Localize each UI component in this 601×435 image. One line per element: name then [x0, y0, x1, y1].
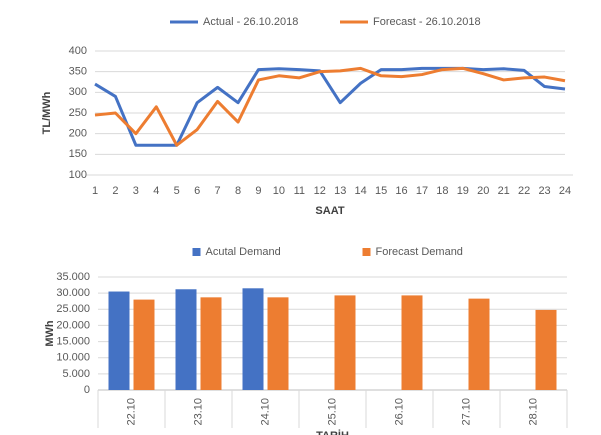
- x-tick-label: 24: [559, 185, 571, 197]
- x-tick-label: 23: [538, 185, 550, 197]
- y-tick-label: 250: [69, 107, 87, 119]
- bar: [535, 309, 557, 390]
- x-tick-label: 19: [457, 185, 469, 197]
- y-tick-label: 35.000: [56, 271, 90, 283]
- x-tick-label: 17: [416, 185, 428, 197]
- x-tick-label: 24.10: [259, 398, 271, 426]
- y-tick-label: 15.000: [56, 335, 90, 347]
- bar: [200, 297, 222, 390]
- x-tick-label: 9: [255, 185, 261, 197]
- x-tick-label: 11: [294, 185, 305, 197]
- x-tick-label: 7: [215, 185, 221, 197]
- x-tick-label: 15: [375, 185, 387, 197]
- legend-label: Forecast - 26.10.2018: [373, 16, 481, 28]
- x-tick-label: 4: [153, 185, 159, 197]
- y-axis-label: TL/MWh: [41, 91, 53, 134]
- x-tick-label: 8: [235, 185, 241, 197]
- bar: [133, 299, 155, 390]
- y-tick-label: 25.000: [56, 303, 90, 315]
- bar: [334, 295, 356, 390]
- line-series: [94, 66, 566, 147]
- y-tick-label: 350: [69, 66, 87, 78]
- x-tick-label: 14: [355, 185, 367, 197]
- x-tick-label: 2: [112, 185, 118, 197]
- bar: [401, 295, 423, 390]
- y-tick-label: 100: [69, 169, 87, 181]
- x-tick-label: 13: [334, 185, 346, 197]
- y-tick-label: 150: [69, 148, 87, 160]
- x-tick-label: 3: [133, 185, 139, 197]
- x-tick-label: 21: [498, 185, 510, 197]
- x-tick-label: 10: [273, 185, 285, 197]
- legend-label: Forecast Demand: [376, 246, 463, 258]
- x-tick-label: 23.10: [192, 398, 204, 426]
- legend-label: Actual - 26.10.2018: [203, 16, 298, 28]
- legend-label: Acutal Demand: [206, 246, 281, 258]
- y-tick-label: 10.000: [56, 352, 90, 364]
- y-tick-label: 0: [84, 384, 90, 396]
- bar: [175, 289, 197, 390]
- x-tick-label: 26.10: [393, 398, 405, 426]
- y-tick-label: 300: [69, 86, 87, 98]
- x-tick-label: 25.10: [326, 398, 338, 426]
- x-tick-label: 16: [395, 185, 407, 197]
- x-tick-label: 12: [314, 185, 326, 197]
- x-tick-label: 5: [174, 185, 180, 197]
- x-tick-label: 27.10: [460, 398, 472, 426]
- y-tick-label: 5.000: [62, 368, 90, 380]
- x-tick-label: 22: [518, 185, 530, 197]
- x-tick-label: 1: [92, 185, 98, 197]
- y-tick-label: 200: [69, 128, 87, 140]
- y-tick-label: 30.000: [56, 287, 90, 299]
- x-tick-label: 20: [477, 185, 489, 197]
- y-axis-label: MWh: [44, 320, 56, 347]
- line-series: [94, 66, 566, 147]
- y-tick-label: 400: [69, 45, 87, 57]
- legend-swatch: [192, 248, 201, 256]
- x-tick-label: 6: [194, 185, 200, 197]
- x-tick-label: 18: [436, 185, 448, 197]
- bar: [242, 288, 264, 390]
- legend-swatch: [362, 248, 371, 256]
- x-axis-label: TARİH: [316, 429, 349, 435]
- x-tick-label: 22.10: [125, 398, 137, 426]
- x-tick-label: 28.10: [527, 398, 539, 426]
- y-tick-label: 20.000: [56, 319, 90, 331]
- x-axis-label: SAAT: [315, 205, 344, 217]
- bar: [468, 298, 490, 390]
- bar: [267, 297, 289, 390]
- bar: [108, 291, 130, 390]
